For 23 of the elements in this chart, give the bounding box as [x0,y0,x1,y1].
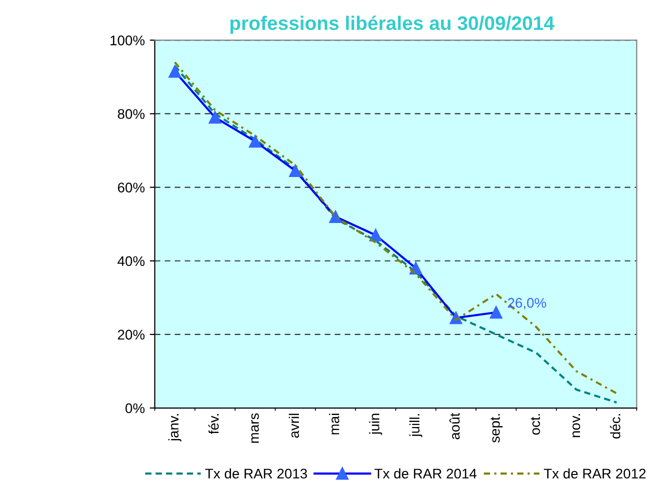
legend-label: Tx de RAR 2012 [544,468,646,479]
y-tick-label: 100% [110,36,145,46]
x-tick-label: août [449,412,460,440]
y-tick-label: 40% [118,256,145,266]
x-tick-label: mai [329,414,340,434]
legend-label: Tx de RAR 2013 [205,468,307,479]
legend-label: Tx de RAR 2014 [374,468,477,479]
y-tick-label: 0% [126,403,145,414]
x-tick-label: nov. [572,414,580,438]
x-tick-label: fév. [208,414,219,434]
x-tick-label: janv. [168,414,182,442]
data-label: 26,0% [508,298,546,310]
x-tick-label: mars [251,413,259,443]
x-tick-label: sept. [490,414,503,443]
x-tick-label: déc. [610,414,620,439]
x-tick-label: juill. [409,414,422,438]
y-tick-label: 20% [118,330,145,340]
chart-title: professions libérales au 30/09/2014 [230,16,554,34]
y-tick-label: 60% [118,182,145,192]
x-tick-label: juin [369,414,382,435]
y-tick-label: 80% [118,109,145,119]
x-tick-label: avril [288,414,300,438]
x-tick-label: oct. [530,414,540,435]
